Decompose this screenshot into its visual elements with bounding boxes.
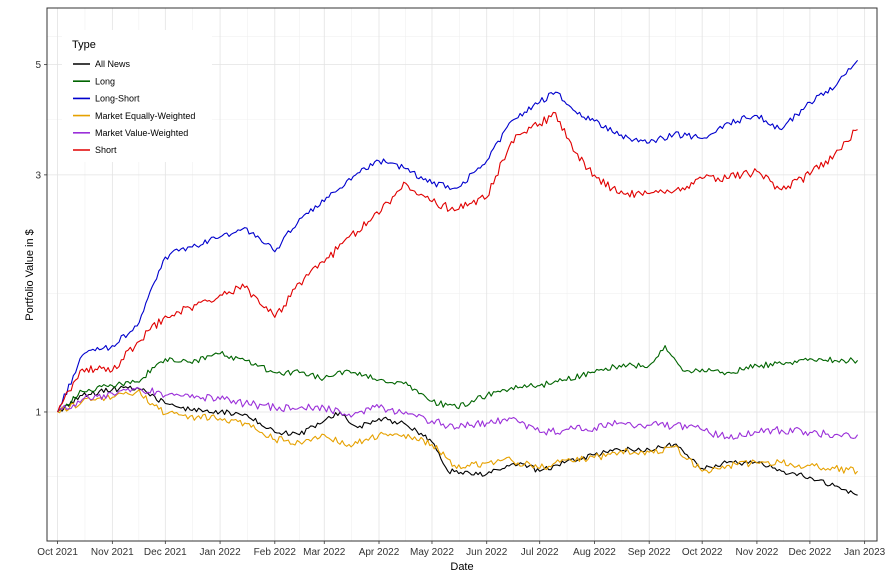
legend-label: Market Value-Weighted bbox=[95, 128, 188, 138]
major-gridlines bbox=[47, 8, 877, 541]
x-tick-label: Apr 2022 bbox=[359, 547, 400, 558]
legend-label: All News bbox=[95, 59, 131, 69]
series-lines bbox=[57, 59, 859, 496]
y-tick-label: 5 bbox=[35, 60, 41, 71]
x-tick-label: Nov 2021 bbox=[91, 547, 134, 558]
legend-label: Long-Short bbox=[95, 94, 140, 104]
y-tick-label: 3 bbox=[35, 170, 41, 181]
x-tick-label: Dec 2021 bbox=[144, 547, 187, 558]
legend-label: Short bbox=[95, 145, 117, 155]
legend-label: Long bbox=[95, 76, 115, 86]
x-tick-label: Nov 2022 bbox=[736, 547, 779, 558]
series-line-short bbox=[57, 111, 858, 413]
x-tick-label: May 2022 bbox=[410, 547, 454, 558]
plot-panel-border bbox=[46, 7, 878, 542]
legend-background bbox=[62, 30, 212, 162]
y-tick-label: 1 bbox=[35, 407, 41, 418]
x-tick-label: Sep 2022 bbox=[628, 547, 671, 558]
x-tick-label: Jun 2022 bbox=[466, 547, 508, 558]
series-line-long bbox=[57, 345, 859, 413]
series-line-market-equally-weighted bbox=[57, 389, 859, 475]
x-tick-label: Oct 2022 bbox=[682, 547, 723, 558]
x-tick-label: Feb 2022 bbox=[254, 547, 297, 558]
x-tick-label: Aug 2022 bbox=[573, 547, 616, 558]
y-axis: 1 3 5 bbox=[35, 60, 47, 418]
x-axis-title: Date bbox=[450, 561, 473, 573]
x-tick-label: Oct 2021 bbox=[37, 547, 78, 558]
legend-label: Market Equally-Weighted bbox=[95, 111, 195, 121]
x-tick-label: Jan 2022 bbox=[199, 547, 241, 558]
x-tick-label: Jan 2023 bbox=[844, 547, 886, 558]
x-axis: Oct 2021 Nov 2021 Dec 2021 Jan 2022 Feb 2022… bbox=[37, 541, 886, 558]
legend: Type All News Long Long-Short Market Equall… bbox=[62, 30, 212, 162]
series-line-all-news bbox=[57, 385, 858, 496]
x-tick-label: Jul 2022 bbox=[521, 547, 559, 558]
series-line-long-short bbox=[57, 59, 859, 413]
x-tick-label: Dec 2022 bbox=[788, 547, 831, 558]
y-axis-title: Portfolio Value in $ bbox=[24, 229, 36, 321]
legend-title: Type bbox=[72, 39, 96, 51]
x-tick-label: Mar 2022 bbox=[303, 547, 346, 558]
series-line-market-value-weighted bbox=[57, 386, 859, 440]
